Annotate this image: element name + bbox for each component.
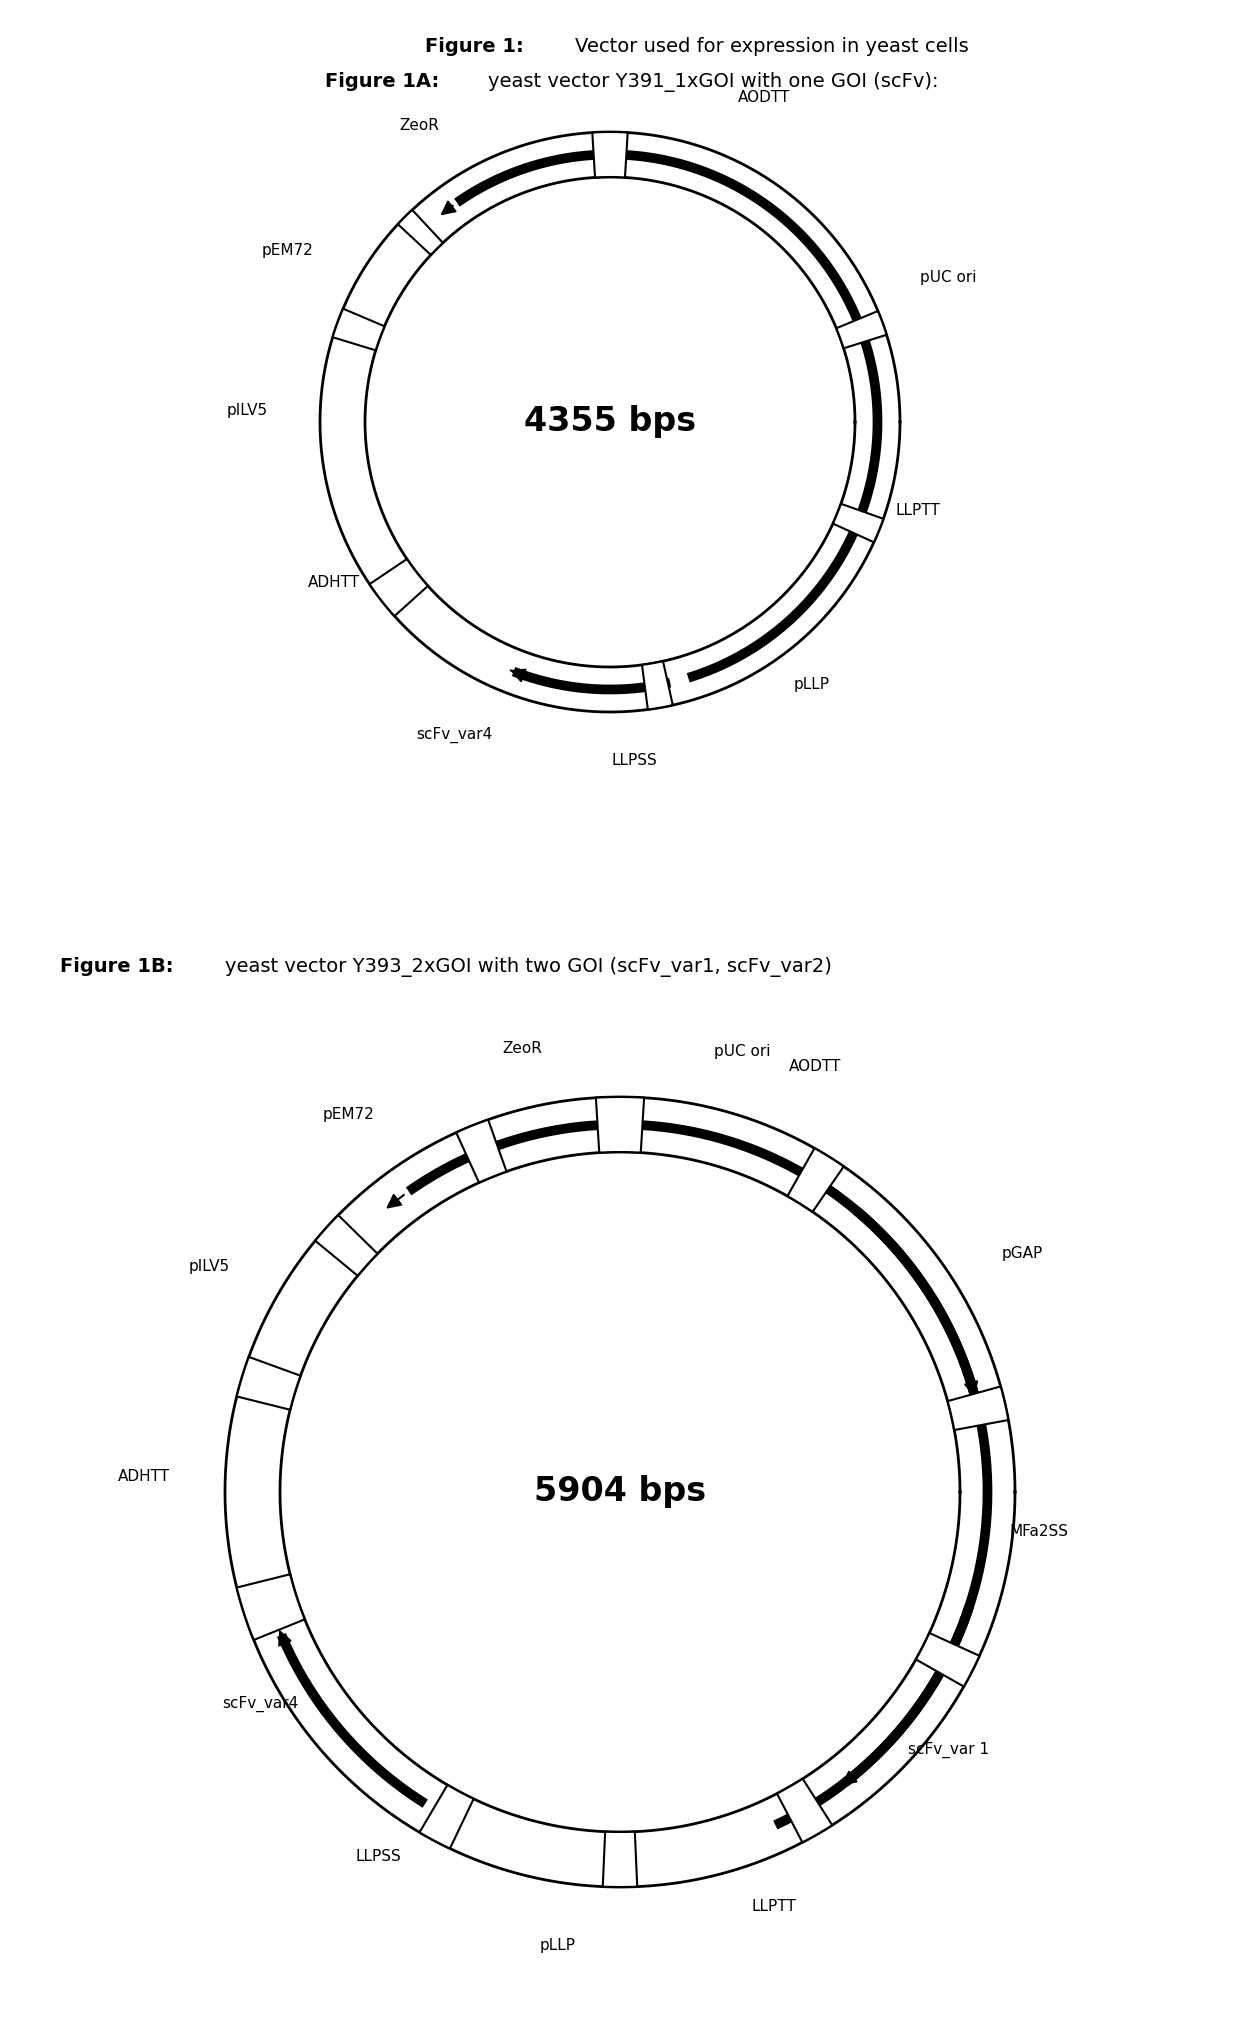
Polygon shape [916,1634,980,1686]
Polygon shape [398,210,443,255]
Text: pUC ori: pUC ori [920,269,977,285]
Polygon shape [787,1148,843,1211]
Text: pILV5: pILV5 [227,402,268,419]
Text: LLPTT: LLPTT [895,503,940,518]
Polygon shape [593,131,627,178]
Polygon shape [596,1098,644,1153]
Polygon shape [456,1120,506,1183]
Text: LLPSS: LLPSS [356,1848,401,1864]
Polygon shape [419,1785,474,1848]
Text: pLLP: pLLP [794,677,830,692]
Text: 4355 bps: 4355 bps [525,406,696,439]
Text: Figure 1A:: Figure 1A: [325,73,439,91]
Text: pILV5: pILV5 [188,1260,231,1274]
Text: Figure 1:: Figure 1: [425,36,523,57]
Text: pEM72: pEM72 [322,1106,374,1122]
Polygon shape [315,1215,377,1276]
Text: yeast vector Y391_1xGOI with one GOI (scFv):: yeast vector Y391_1xGOI with one GOI (sc… [489,73,939,91]
Polygon shape [777,1779,832,1842]
Text: pLLP: pLLP [539,1937,575,1953]
Text: ZeoR: ZeoR [502,1041,542,1055]
Text: 5904 bps: 5904 bps [534,1476,706,1508]
Text: yeast vector Y393_2xGOI with two GOI (scFv_var1, scFv_var2): yeast vector Y393_2xGOI with two GOI (sc… [224,956,832,977]
Text: Figure 1B:: Figure 1B: [60,956,174,977]
Text: LLPSS: LLPSS [611,754,657,768]
Polygon shape [237,1575,305,1640]
Text: ADHTT: ADHTT [118,1468,170,1484]
Text: MFa2SS: MFa2SS [1009,1525,1069,1539]
Text: pUC ori: pUC ori [714,1043,770,1060]
Polygon shape [332,309,384,350]
Text: ADHTT: ADHTT [308,574,360,590]
Text: AODTT: AODTT [738,89,791,105]
Text: AODTT: AODTT [789,1060,841,1074]
Polygon shape [947,1387,1008,1430]
Polygon shape [370,558,428,617]
Text: scFv_var 1: scFv_var 1 [908,1743,988,1759]
Text: scFv_var4: scFv_var4 [222,1694,299,1711]
Text: pGAP: pGAP [1002,1246,1043,1262]
Text: scFv_var4: scFv_var4 [417,726,492,744]
Polygon shape [603,1832,637,1887]
Text: LLPTT: LLPTT [751,1899,796,1915]
Polygon shape [237,1357,300,1409]
Text: Vector used for expression in yeast cells: Vector used for expression in yeast cell… [575,36,968,57]
Text: pEM72: pEM72 [262,243,314,259]
Polygon shape [642,661,673,710]
Polygon shape [836,311,887,348]
Polygon shape [833,503,883,542]
Text: ZeoR: ZeoR [399,117,439,133]
